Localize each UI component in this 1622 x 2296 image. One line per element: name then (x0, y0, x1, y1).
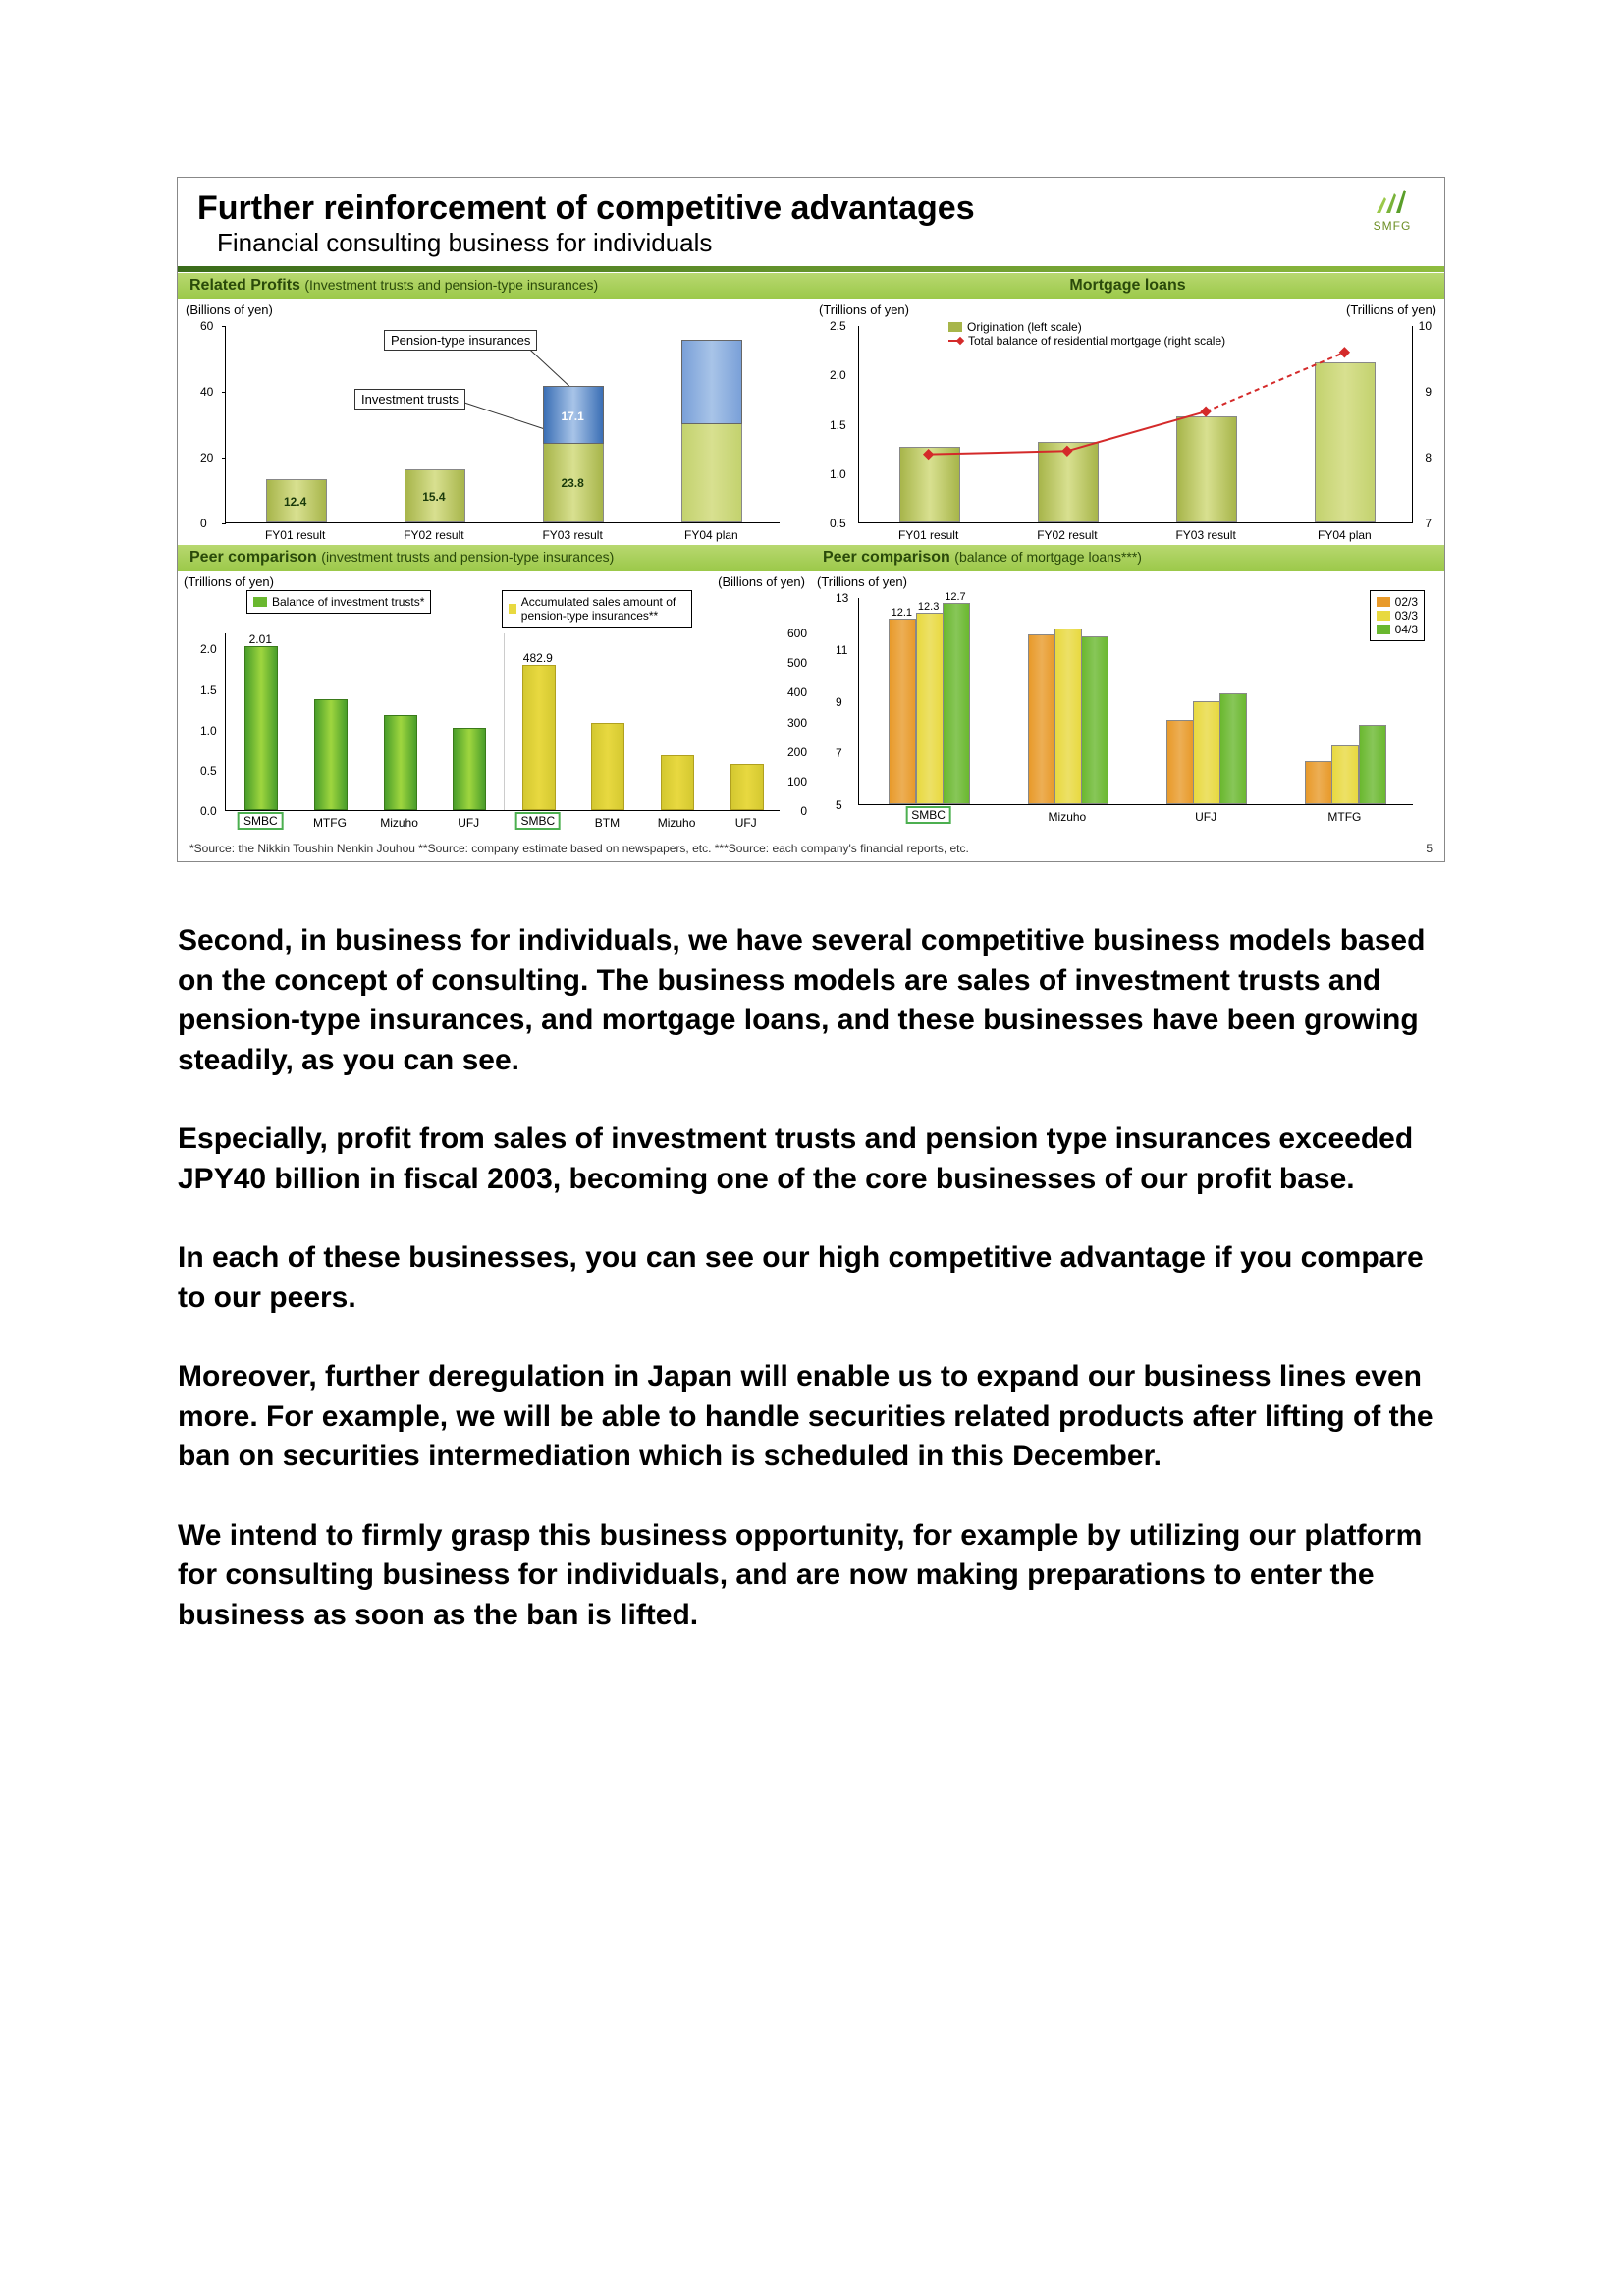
company-logo: SMFG (1358, 188, 1427, 233)
chart4-legend-2: 04/3 (1395, 623, 1418, 636)
chart1-header-title: Related Profits (189, 277, 300, 294)
chart2-area: (Trillions of yen) (Trillions of yen) Or… (811, 299, 1444, 544)
slide-container: Further reinforcement of competitive adv… (177, 177, 1445, 862)
paragraph-2: Especially, profit from sales of investm… (178, 1120, 1444, 1199)
body-text: Second, in business for individuals, we … (178, 921, 1444, 1635)
chart1-callout-invest: Investment trusts (354, 389, 465, 410)
chart4-bars: 579111312.112.312.7SMBCMizuhoUFJMTFG (858, 598, 1413, 805)
paragraph-1: Second, in business for individuals, we … (178, 921, 1444, 1080)
chart1-header-sub: (Investment trusts and pension-type insu… (304, 277, 598, 293)
paragraph-5: We intend to firmly grasp this business … (178, 1516, 1444, 1636)
chart4-header: Peer comparison (balance of mortgage loa… (811, 544, 1444, 571)
chart4-legend-0: 02/3 (1395, 595, 1418, 609)
slide-header: Further reinforcement of competitive adv… (178, 178, 1444, 262)
chart4-header-sub: (balance of mortgage loans***) (954, 549, 1142, 565)
chart3-header-sub: (investment trusts and pension-type insu… (321, 549, 614, 565)
chart4-unit-left: (Trillions of yen) (817, 574, 907, 589)
chart4-header-title: Peer comparison (823, 549, 950, 566)
chart2-bars: 0.51.01.52.02.578910FY01 resultFY02 resu… (858, 326, 1413, 523)
chart1-unit: (Billions of yen) (186, 302, 273, 317)
chart1-header: Related Profits (Investment trusts and p… (178, 272, 811, 299)
chart2-unit-left: (Trillions of yen) (819, 302, 909, 317)
chart3-legend-left-text: Balance of investment trusts* (272, 595, 424, 609)
chart3-bars: 0.00.51.01.52.001002003004005006002.01SM… (225, 633, 780, 811)
logo-text: SMFG (1358, 219, 1427, 233)
chart1-callout-pension: Pension-type insurances (384, 330, 537, 351)
chart3-area: (Trillions of yen) (Billions of yen) Bal… (178, 571, 811, 836)
chart3-legend-right: Accumulated sales amount of pension-type… (502, 590, 692, 628)
chart4-legend-1: 03/3 (1395, 609, 1418, 623)
chart1-bars: 020406012.4FY01 result15.4FY02 result23.… (225, 326, 780, 523)
page-number: 5 (1426, 842, 1433, 855)
chart3-legend-left: Balance of investment trusts* (246, 590, 431, 614)
slide-title: Further reinforcement of competitive adv… (197, 190, 1425, 228)
chart1-area: (Billions of yen) Pension-type insurance… (178, 299, 811, 544)
chart2-unit-right: (Trillions of yen) (1346, 302, 1436, 317)
chart3-header: Peer comparison (investment trusts and p… (178, 544, 811, 571)
slide-subtitle: Financial consulting business for indivi… (197, 228, 1425, 258)
paragraph-4: Moreover, further deregulation in Japan … (178, 1357, 1444, 1477)
footnote-text: *Source: the Nikkin Toushin Nenkin Jouho… (189, 842, 969, 855)
chart3-legend-right-text: Accumulated sales amount of pension-type… (521, 595, 685, 623)
chart3-unit-right: (Billions of yen) (718, 574, 805, 589)
chart3-unit-left: (Trillions of yen) (184, 574, 274, 589)
chart4-legend: 02/3 03/3 04/3 (1370, 590, 1425, 641)
chart2-header-title: Mortgage loans (1069, 277, 1185, 294)
slide-footnote: *Source: the Nikkin Toushin Nenkin Jouho… (178, 836, 1444, 861)
chart3-header-title: Peer comparison (189, 549, 317, 566)
chart2-header: Mortgage loans (811, 272, 1444, 299)
chart4-area: (Trillions of yen) 02/3 03/3 04/3 579111… (811, 571, 1444, 836)
paragraph-3: In each of these businesses, you can see… (178, 1238, 1444, 1318)
